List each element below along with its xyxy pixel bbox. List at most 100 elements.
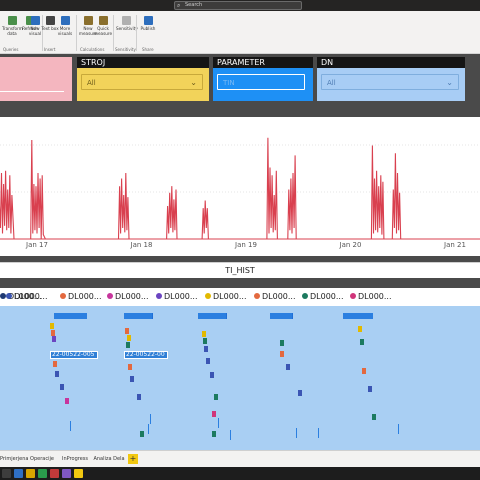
quick-measure-button[interactable]: Quick measure xyxy=(93,13,113,45)
ribbon-separator xyxy=(136,15,137,51)
timeline-marker[interactable] xyxy=(126,342,130,348)
tab-primjerjena[interactable]: Primjerjena xyxy=(0,456,29,462)
slicer-date[interactable] xyxy=(0,57,72,101)
timeline-bar[interactable] xyxy=(270,313,292,319)
ribbon-separator xyxy=(42,15,43,51)
sensitivity-button[interactable]: Sensitivity xyxy=(116,13,138,45)
app-icon[interactable] xyxy=(50,469,59,478)
parameter-dropdown[interactable]: TIN xyxy=(217,74,305,90)
timeline-tick[interactable] xyxy=(70,421,71,431)
timeline-marker[interactable] xyxy=(298,390,302,396)
timeline-marker[interactable] xyxy=(206,358,210,364)
timeline-marker[interactable] xyxy=(60,384,64,390)
app-icon[interactable] xyxy=(62,469,71,478)
slicer-parameter[interactable]: PARAMETER TIN xyxy=(213,57,313,101)
refresh-button[interactable]: Refresh xyxy=(20,13,40,45)
slicer-stroj[interactable]: STROJ All ⌄ xyxy=(77,57,209,101)
new-measure-button[interactable]: New measure xyxy=(78,13,98,45)
timeline-bar[interactable] xyxy=(198,313,226,319)
timeline-marker[interactable] xyxy=(137,394,141,400)
timeline-marker[interactable] xyxy=(372,414,376,420)
powerbi-icon[interactable] xyxy=(74,469,83,478)
timeline-marker[interactable] xyxy=(65,398,69,404)
page-tabs: Primjerjena Operacije InProgress Analiza… xyxy=(0,450,480,467)
transform-data-button[interactable]: Transform data xyxy=(2,13,23,45)
legend-item[interactable]: DL000... xyxy=(0,291,42,303)
timeline-legend: DL000... DL000... DL000... DL000... DL00… xyxy=(0,288,480,306)
sensitivity-icon xyxy=(121,16,131,25)
legend-item[interactable]: DL000... xyxy=(254,291,296,303)
start-icon[interactable] xyxy=(2,469,11,478)
timeline-marker[interactable] xyxy=(210,372,214,378)
dn-dropdown[interactable]: All ⌄ xyxy=(321,74,459,90)
app-icon[interactable] xyxy=(14,469,23,478)
x-tick-label: Jan 19 xyxy=(234,241,257,249)
timeline-tick[interactable] xyxy=(218,418,219,428)
timeline-marker[interactable] xyxy=(130,376,134,382)
timeline-bar[interactable] xyxy=(124,313,152,319)
add-page-button[interactable]: + xyxy=(128,454,138,464)
timeline-label[interactable]: 22-00522-005 xyxy=(50,351,98,359)
timeline-marker[interactable] xyxy=(358,326,362,332)
slicer-dn[interactable]: DN All ⌄ xyxy=(317,57,465,101)
new-measure-icon xyxy=(83,16,93,25)
timeline-marker[interactable] xyxy=(286,364,290,370)
legend-item[interactable]: DL000... xyxy=(350,291,392,303)
timeline-marker[interactable] xyxy=(368,386,372,392)
timeline-tick[interactable] xyxy=(296,428,297,438)
text-box-icon xyxy=(45,16,55,25)
legend-item[interactable]: DL000... xyxy=(205,291,247,303)
timeline-marker[interactable] xyxy=(212,411,216,417)
legend-item[interactable]: DL000... xyxy=(302,291,344,303)
timeline-marker[interactable] xyxy=(360,339,364,345)
tab-analiza-dela[interactable]: Analiza Dela xyxy=(93,456,125,462)
timeline-marker[interactable] xyxy=(128,364,132,370)
timeline-marker[interactable] xyxy=(125,328,129,334)
timeline-marker[interactable] xyxy=(280,340,284,346)
timeline-marker[interactable] xyxy=(140,431,144,437)
timeline-marker[interactable] xyxy=(203,338,207,344)
taskbar xyxy=(0,467,480,480)
timeline-bar[interactable] xyxy=(343,313,373,319)
legend-item[interactable]: DL000... xyxy=(6,291,48,303)
timeline-tick[interactable] xyxy=(148,424,149,434)
timeline-marker[interactable] xyxy=(212,431,216,437)
ribbon-group-label: Queries xyxy=(3,47,19,52)
app-icon[interactable] xyxy=(38,469,47,478)
legend-dot xyxy=(205,293,211,299)
timeline-marker[interactable] xyxy=(362,368,366,374)
legend-item[interactable]: DL000... xyxy=(107,291,149,303)
app-icon[interactable] xyxy=(26,469,35,478)
timeline-chart[interactable]: DL000... DL000... DL000... DL000... DL00… xyxy=(0,288,480,450)
timeline-tick[interactable] xyxy=(150,414,151,424)
search-box[interactable]: ⌕ Search xyxy=(174,1,302,10)
line-chart[interactable]: Jan 17 Jan 18 Jan 19 Jan 20 Jan 21 xyxy=(0,117,480,256)
timeline-marker[interactable] xyxy=(50,323,54,329)
timeline-tick[interactable] xyxy=(230,430,231,440)
new-visual-button[interactable]: New visual xyxy=(25,13,45,45)
more-visuals-button[interactable]: More visuals xyxy=(55,13,75,45)
timeline-marker[interactable] xyxy=(53,361,57,367)
timeline-marker[interactable] xyxy=(204,346,208,352)
timeline-label[interactable]: 22-00522-00 xyxy=(124,351,168,359)
timeline-tick[interactable] xyxy=(318,428,319,438)
timeline-marker[interactable] xyxy=(214,394,218,400)
tab-operacije[interactable]: Operacije xyxy=(30,456,54,462)
timeline-marker[interactable] xyxy=(55,371,59,377)
publish-button[interactable]: Publish xyxy=(138,13,158,45)
chevron-down-icon: ⌄ xyxy=(446,78,453,87)
tab-inprogress[interactable]: InProgress xyxy=(62,456,88,462)
slicer-range-bar[interactable] xyxy=(0,91,64,92)
ribbon-group-label: Sensitivity xyxy=(115,47,136,52)
timeline-marker[interactable] xyxy=(51,330,55,336)
timeline-marker[interactable] xyxy=(280,351,284,357)
legend-item[interactable]: DL000... xyxy=(60,291,102,303)
timeline-tick[interactable] xyxy=(398,424,399,434)
timeline-bar[interactable] xyxy=(54,313,87,319)
timeline-marker[interactable] xyxy=(202,331,206,337)
timeline-marker[interactable] xyxy=(127,335,131,341)
text-box-button[interactable]: Text box xyxy=(40,13,60,45)
legend-item[interactable]: DL000... xyxy=(156,291,198,303)
stroj-dropdown[interactable]: All ⌄ xyxy=(81,74,203,90)
timeline-marker[interactable] xyxy=(52,336,56,342)
